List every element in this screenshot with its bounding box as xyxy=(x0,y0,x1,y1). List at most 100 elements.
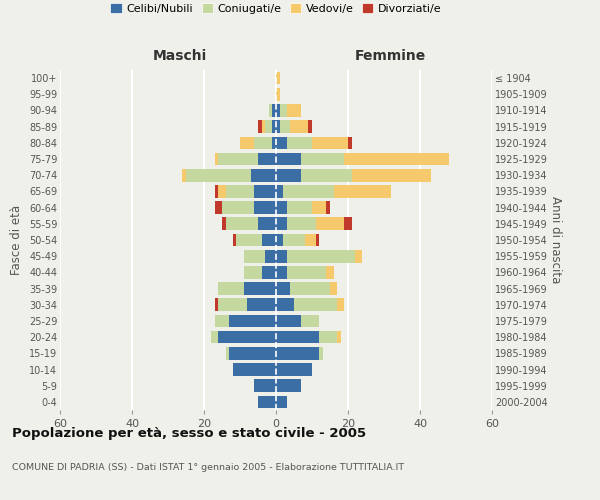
Bar xyxy=(244,250,265,262)
Bar xyxy=(254,136,272,149)
Bar xyxy=(182,169,186,181)
Legend: Celibi/Nubili, Coniugati/e, Vedovi/e, Divorziati/e: Celibi/Nubili, Coniugati/e, Vedovi/e, Di… xyxy=(108,1,444,16)
Bar xyxy=(186,169,251,181)
Bar xyxy=(258,396,276,408)
Bar xyxy=(287,250,355,262)
Bar xyxy=(233,363,276,376)
Bar xyxy=(218,298,247,311)
Bar xyxy=(215,298,218,311)
Bar xyxy=(301,152,344,166)
Bar xyxy=(276,185,283,198)
Bar xyxy=(244,266,262,278)
Bar xyxy=(330,282,337,295)
Bar xyxy=(276,72,280,85)
Bar xyxy=(211,331,218,344)
Bar xyxy=(283,234,305,246)
Bar xyxy=(258,152,276,166)
Bar xyxy=(276,314,301,328)
Bar xyxy=(262,234,276,246)
Bar xyxy=(272,104,276,117)
Bar xyxy=(280,104,287,117)
Bar xyxy=(229,347,276,360)
Bar xyxy=(276,202,287,214)
Bar xyxy=(215,152,218,166)
Bar xyxy=(276,380,301,392)
Bar xyxy=(287,136,312,149)
Bar xyxy=(265,120,272,133)
Y-axis label: Fasce di età: Fasce di età xyxy=(10,205,23,275)
Bar xyxy=(244,282,276,295)
Bar xyxy=(355,250,362,262)
Bar xyxy=(316,234,319,246)
Bar xyxy=(276,266,287,278)
Bar xyxy=(319,347,323,360)
Bar xyxy=(276,298,294,311)
Bar xyxy=(251,169,276,181)
Bar xyxy=(276,396,287,408)
Bar xyxy=(218,282,244,295)
Bar xyxy=(287,104,301,117)
Bar xyxy=(301,169,352,181)
Bar xyxy=(352,169,431,181)
Bar xyxy=(276,331,319,344)
Bar xyxy=(276,104,280,117)
Bar xyxy=(276,347,319,360)
Bar xyxy=(344,152,449,166)
Bar xyxy=(240,136,254,149)
Bar xyxy=(290,282,330,295)
Bar xyxy=(287,202,312,214)
Bar xyxy=(215,314,229,328)
Bar xyxy=(272,136,276,149)
Bar xyxy=(337,331,341,344)
Bar xyxy=(276,120,280,133)
Bar xyxy=(229,314,276,328)
Bar xyxy=(215,202,222,214)
Bar xyxy=(258,120,262,133)
Text: Maschi: Maschi xyxy=(153,48,207,62)
Bar xyxy=(276,152,301,166)
Bar xyxy=(312,136,348,149)
Bar xyxy=(254,185,276,198)
Bar xyxy=(215,185,218,198)
Bar xyxy=(222,218,226,230)
Bar xyxy=(247,298,276,311)
Bar xyxy=(312,202,326,214)
Bar xyxy=(280,120,290,133)
Bar xyxy=(226,185,254,198)
Bar xyxy=(294,298,337,311)
Bar xyxy=(326,202,330,214)
Bar xyxy=(276,169,301,181)
Bar xyxy=(276,363,312,376)
Bar xyxy=(226,218,258,230)
Bar xyxy=(236,234,262,246)
Bar xyxy=(337,298,344,311)
Bar xyxy=(301,314,319,328)
Bar xyxy=(334,185,391,198)
Bar xyxy=(319,331,337,344)
Bar xyxy=(276,250,287,262)
Bar xyxy=(276,282,290,295)
Bar xyxy=(222,202,254,214)
Bar xyxy=(233,234,236,246)
Bar xyxy=(218,331,276,344)
Text: COMUNE DI PADRIA (SS) - Dati ISTAT 1° gennaio 2005 - Elaborazione TUTTITALIA.IT: COMUNE DI PADRIA (SS) - Dati ISTAT 1° ge… xyxy=(12,462,404,471)
Bar xyxy=(276,88,280,101)
Bar xyxy=(262,120,265,133)
Bar xyxy=(254,380,276,392)
Bar xyxy=(276,234,283,246)
Text: Popolazione per età, sesso e stato civile - 2005: Popolazione per età, sesso e stato civil… xyxy=(12,428,366,440)
Bar xyxy=(272,120,276,133)
Text: Femmine: Femmine xyxy=(355,48,425,62)
Bar xyxy=(276,136,287,149)
Bar xyxy=(326,266,334,278)
Bar xyxy=(269,104,272,117)
Bar xyxy=(287,266,326,278)
Bar xyxy=(283,185,334,198)
Bar xyxy=(287,218,316,230)
Bar xyxy=(316,218,344,230)
Bar xyxy=(254,202,276,214)
Bar xyxy=(290,120,308,133)
Bar xyxy=(258,218,276,230)
Bar xyxy=(265,250,276,262)
Bar xyxy=(218,185,226,198)
